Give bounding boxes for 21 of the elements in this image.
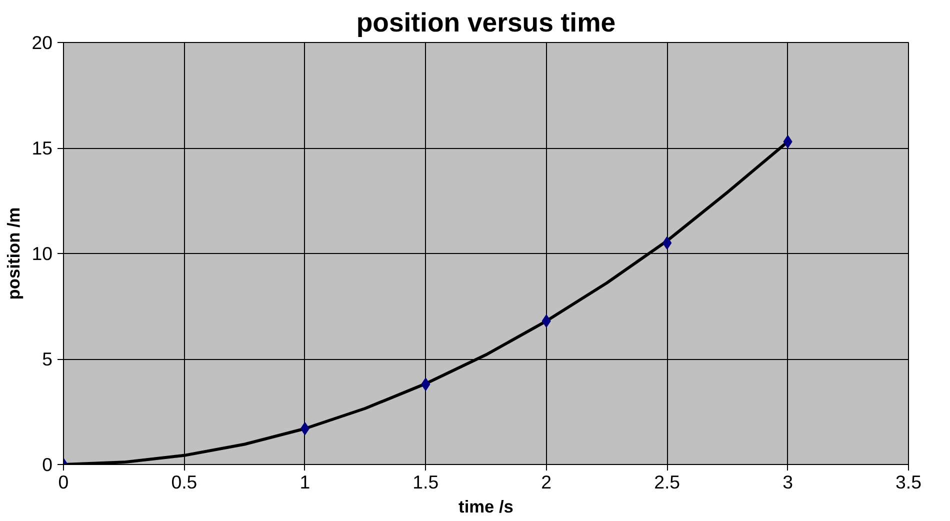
y-tick-label: 10 <box>32 243 53 264</box>
y-tick-label: 5 <box>42 348 53 370</box>
y-tick-label: 20 <box>32 32 53 53</box>
x-tick-label: 2 <box>541 472 552 492</box>
point <box>783 135 792 148</box>
point <box>421 378 430 391</box>
x-tick-label: 0.5 <box>171 472 198 492</box>
y-tick-label: 0 <box>42 454 53 475</box>
chart-title: position versus time <box>356 8 616 38</box>
point <box>542 314 551 328</box>
point <box>662 236 672 250</box>
x-tick-label: 1 <box>300 472 310 492</box>
x-tick-label: 3.5 <box>896 472 922 492</box>
x-axis-title: time /s <box>458 496 514 516</box>
x-tick-label: 1.5 <box>412 472 439 492</box>
x-tick-label: 3 <box>782 472 793 492</box>
y-tick-label: 15 <box>32 138 53 158</box>
x-tick-label: 2.5 <box>654 472 680 492</box>
y-axis-title: position /m <box>4 207 24 300</box>
x-tick-label: 0 <box>58 472 69 492</box>
point <box>300 422 310 436</box>
